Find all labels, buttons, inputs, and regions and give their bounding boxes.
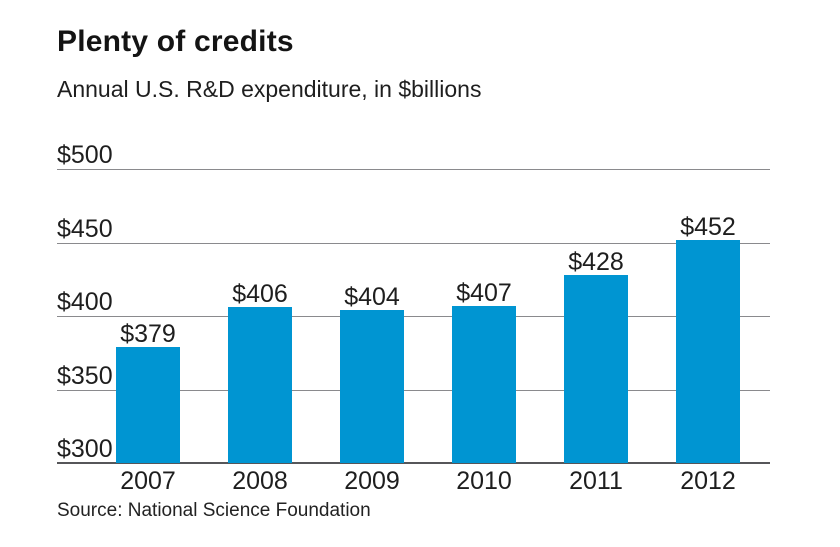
x-axis-tick-label: 2009 [344, 467, 400, 495]
bar-value-label: $406 [232, 280, 288, 309]
gridline [57, 389, 770, 391]
bar-value-label: $428 [568, 247, 624, 276]
gridline [57, 242, 770, 244]
x-axis-tick-label: 2012 [680, 467, 736, 495]
bar-2007 [116, 346, 180, 463]
y-axis-tick-label: $350 [57, 361, 113, 390]
bar-2012 [676, 239, 740, 463]
gridline [57, 316, 770, 317]
chart-title: Plenty of credits [57, 25, 294, 58]
bar-value-label: $379 [120, 319, 176, 348]
bar-value-label: $404 [344, 283, 400, 312]
bar-2011 [564, 274, 628, 463]
x-axis-tick-label: 2011 [569, 467, 623, 495]
y-axis-tick-label: $500 [57, 141, 113, 169]
bar-value-label: $452 [680, 212, 736, 241]
y-axis-tick-label: $300 [57, 435, 113, 463]
bar-2008 [228, 307, 292, 463]
x-axis-tick-label: 2007 [120, 467, 176, 495]
y-axis-tick-label: $450 [57, 214, 113, 243]
x-axis-tick-label: 2008 [232, 467, 288, 495]
source-note: Source: National Science Foundation [57, 500, 371, 521]
y-axis-tick-label: $400 [57, 288, 113, 316]
bar-2009 [340, 310, 404, 463]
chart-subtitle: Annual U.S. R&D expenditure, in $billion… [57, 76, 482, 102]
plot-area: $300 $350 $400 $450 $500 $379 2007 $406 2008 $404… [57, 143, 770, 494]
bar-value-label: $407 [456, 278, 512, 307]
bar-2010 [452, 305, 516, 463]
x-axis-line [57, 462, 770, 464]
x-axis-tick-label: 2010 [456, 467, 512, 495]
gridline [57, 169, 770, 170]
